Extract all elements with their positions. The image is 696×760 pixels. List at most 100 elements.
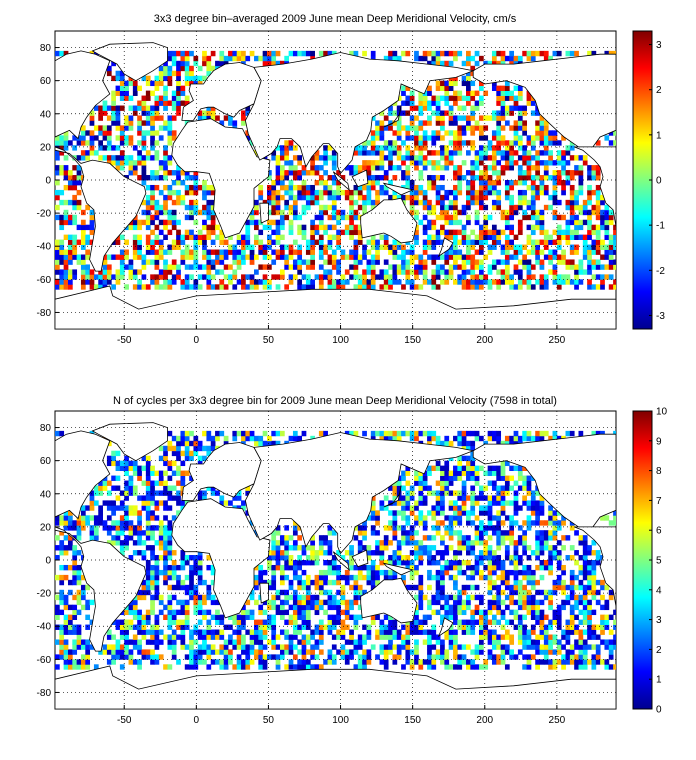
heatmap-cell (504, 555, 510, 561)
heatmap-cell (453, 95, 458, 101)
heatmap-cell (176, 180, 181, 186)
heatmap-cell (483, 115, 489, 121)
heatmap-cell (478, 540, 484, 546)
heatmap-cell (189, 199, 194, 206)
heatmap-cell (466, 520, 471, 526)
heatmap-cell (591, 644, 597, 650)
heatmap-cell (128, 95, 134, 101)
heatmap-cell (440, 594, 445, 601)
heatmap-cell (491, 60, 497, 67)
heatmap-cell (457, 229, 463, 236)
heatmap-cell (297, 614, 303, 620)
heatmap-cell (314, 579, 320, 586)
heatmap-cell (158, 269, 164, 275)
heatmap-cell (487, 214, 493, 221)
heatmap-cell (80, 274, 86, 280)
heatmap-cell (119, 545, 125, 551)
heatmap-cell (292, 619, 298, 625)
heatmap-cell (176, 659, 181, 665)
heatmap-cell (305, 594, 311, 601)
heatmap-cell (522, 130, 527, 136)
heatmap-cell (401, 560, 406, 566)
heatmap-cell (509, 150, 515, 156)
heatmap-cell (106, 540, 112, 546)
heatmap-cell (124, 619, 129, 625)
heatmap-cell (491, 199, 497, 206)
heatmap-cell (106, 629, 112, 635)
heatmap-cell (388, 249, 393, 255)
heatmap-cell (158, 284, 164, 290)
heatmap-cell (67, 140, 73, 146)
heatmap-cell (608, 244, 614, 250)
heatmap-cell (392, 560, 398, 566)
heatmap-cell (556, 614, 562, 620)
heatmap-cell (383, 259, 389, 265)
heatmap-cell (444, 194, 450, 201)
heatmap-cell (59, 599, 65, 606)
heatmap-cell (461, 500, 467, 506)
heatmap-cell (504, 269, 510, 275)
heatmap-cell (392, 530, 398, 536)
heatmap-cell (310, 50, 315, 57)
heatmap-cell (517, 274, 523, 280)
heatmap-cell (383, 244, 389, 250)
heatmap-cell (496, 150, 502, 156)
heatmap-cell (124, 654, 129, 660)
heatmap-cell (574, 594, 579, 601)
heatmap-cell (496, 259, 502, 265)
heatmap-cell (124, 284, 129, 290)
heatmap-cell (530, 145, 536, 151)
heatmap-cell (362, 269, 367, 275)
heatmap-cell (189, 209, 194, 216)
heatmap-cell (422, 140, 428, 146)
heatmap-cell (189, 234, 194, 240)
heatmap-cell (63, 535, 69, 541)
heatmap-cell (435, 639, 441, 645)
heatmap-cell (517, 279, 523, 285)
heatmap-cell (552, 649, 558, 655)
heatmap-cell (119, 629, 125, 635)
heatmap-cell (478, 535, 484, 541)
heatmap-cell (491, 555, 497, 561)
heatmap-cell (457, 145, 463, 151)
heatmap-cell (487, 569, 493, 576)
heatmap-cell (409, 150, 415, 156)
heatmap-cell (375, 175, 380, 181)
heatmap-cell (59, 224, 65, 231)
heatmap-cell (55, 574, 60, 581)
heatmap-cell (487, 180, 493, 186)
heatmap-cell (457, 624, 463, 630)
heatmap-cell (219, 259, 225, 265)
heatmap-cell (305, 659, 311, 665)
heatmap-cell (496, 100, 502, 106)
heatmap-cell (422, 629, 428, 635)
heatmap-cell (85, 204, 91, 211)
heatmap-cell (418, 219, 424, 226)
heatmap-cell (72, 604, 78, 611)
heatmap-cell (327, 194, 333, 201)
heatmap-cell (349, 234, 354, 240)
heatmap-cell (504, 634, 510, 640)
heatmap-cell (504, 594, 510, 601)
heatmap-cell (591, 589, 597, 596)
heatmap-cell (431, 160, 437, 166)
heatmap-cell (258, 624, 264, 630)
heatmap-cell (608, 140, 614, 146)
heatmap-cell (535, 664, 540, 670)
heatmap-cell (344, 579, 350, 586)
heatmap-cell (427, 545, 432, 551)
heatmap-cell (405, 584, 411, 591)
heatmap-cell (582, 535, 588, 541)
heatmap-cell (154, 170, 160, 176)
heatmap-cell (509, 145, 515, 151)
heatmap-cell (470, 584, 476, 591)
heatmap-cell (582, 584, 588, 591)
heatmap-cell (543, 50, 549, 57)
heatmap-cell (457, 170, 463, 176)
heatmap-cell (517, 639, 523, 645)
heatmap-cell (318, 584, 324, 591)
heatmap-cell (431, 515, 437, 521)
heatmap-cell (383, 495, 389, 501)
heatmap-cell (487, 264, 493, 270)
heatmap-cell (310, 224, 315, 231)
